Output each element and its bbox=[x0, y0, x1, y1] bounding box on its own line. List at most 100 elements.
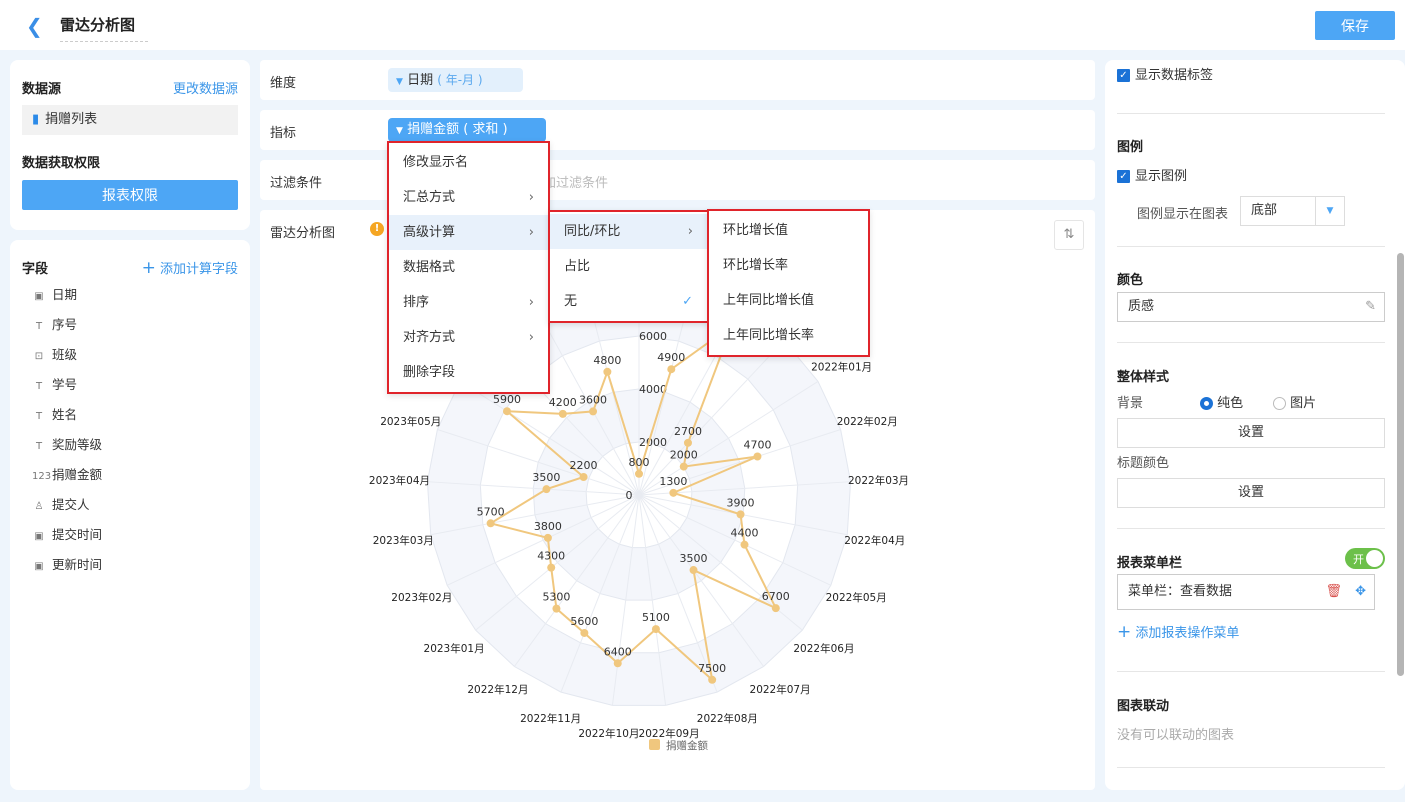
menu-item[interactable]: 对齐方式 › bbox=[389, 320, 548, 355]
field-item[interactable]: 123捐赠金额 bbox=[22, 460, 238, 490]
radar-spoke bbox=[459, 380, 640, 496]
radar-spoke bbox=[638, 494, 832, 586]
text-icon: T bbox=[35, 321, 43, 332]
data-point bbox=[689, 566, 698, 575]
back-icon[interactable]: ❮ bbox=[26, 14, 43, 38]
scrollbar[interactable] bbox=[1397, 253, 1404, 676]
radial-tick-label: 2000 bbox=[639, 436, 667, 449]
menu-item[interactable]: 高级计算 › bbox=[389, 215, 548, 250]
menu-item[interactable]: 修改显示名 bbox=[389, 145, 548, 180]
data-point bbox=[679, 462, 688, 471]
report-permission-button[interactable]: 报表权限 bbox=[22, 180, 238, 210]
background-set-button[interactable]: 设置 bbox=[1117, 418, 1385, 448]
data-point bbox=[547, 563, 556, 572]
menu-item[interactable]: 占比 bbox=[550, 249, 707, 284]
metric-pill[interactable]: ▼ 捐赠金额 ( 求和 ) bbox=[388, 118, 546, 142]
category-label: 2022年06月 bbox=[793, 642, 854, 655]
title-color-set-button[interactable]: 设置 bbox=[1117, 478, 1385, 508]
datasource-item[interactable]: ▮ 捐赠列表 bbox=[22, 105, 238, 135]
data-point bbox=[589, 407, 598, 416]
dimension-pill[interactable]: ▼ 日期 ( 年-月 ) bbox=[388, 68, 523, 92]
category-label: 2022年08月 bbox=[697, 712, 758, 725]
radar-spoke bbox=[437, 429, 640, 496]
radar-spoke bbox=[638, 380, 819, 496]
category-label: 2022年12月 bbox=[467, 683, 528, 696]
data-point bbox=[736, 510, 745, 519]
radio-image-label: 图片 bbox=[1290, 396, 1317, 411]
field-name: 学号 bbox=[52, 377, 78, 392]
field-item[interactable]: T 姓名 bbox=[22, 400, 238, 430]
data-label: 3800 bbox=[534, 520, 562, 533]
title-color-label: 标题颜色 bbox=[1117, 456, 1170, 471]
radar-spoke bbox=[638, 494, 718, 693]
text-icon: T bbox=[35, 381, 43, 392]
radar-spoke bbox=[638, 340, 785, 496]
field-item[interactable]: ♙ 提交人 bbox=[22, 490, 238, 520]
text-icon: T bbox=[35, 411, 43, 422]
menu-item-label: 高级计算 bbox=[403, 225, 456, 240]
menubar-toggle[interactable]: 开 bbox=[1345, 548, 1385, 569]
swap-axis-icon[interactable]: ⇅ bbox=[1054, 220, 1084, 250]
category-label: 2022年07月 bbox=[750, 683, 811, 696]
edit-icon[interactable]: ✎ bbox=[1365, 299, 1376, 314]
data-point bbox=[669, 488, 678, 497]
menu-item[interactable]: 排序 › bbox=[389, 285, 548, 320]
menu-item[interactable]: 汇总方式 › bbox=[389, 180, 548, 215]
data-label: 6700 bbox=[762, 590, 790, 603]
radio-image[interactable]: 图片 bbox=[1273, 392, 1316, 411]
field-item[interactable]: T 序号 bbox=[22, 310, 238, 340]
add-menu-label: 添加报表操作菜单 bbox=[1135, 626, 1240, 641]
field-item[interactable]: T 学号 bbox=[22, 370, 238, 400]
menu-item[interactable]: 删除字段 bbox=[389, 355, 548, 390]
field-item[interactable]: T 奖励等级 bbox=[22, 430, 238, 460]
menubar-item: 菜单栏：查看数据 🗑 ✥ bbox=[1117, 574, 1375, 610]
calendar-icon: ▣ bbox=[34, 291, 44, 302]
data-label: 2000 bbox=[670, 449, 698, 462]
page-title[interactable]: 雷达分析图 bbox=[60, 14, 148, 42]
legend-swatch bbox=[649, 739, 660, 750]
field-item[interactable]: ▣ 提交时间 bbox=[22, 520, 238, 550]
save-button[interactable]: 保存 bbox=[1315, 11, 1395, 40]
field-item[interactable]: ▣ 日期 bbox=[22, 280, 238, 310]
warning-icon[interactable]: ! bbox=[370, 222, 384, 236]
data-point bbox=[543, 533, 552, 542]
divider bbox=[1117, 113, 1385, 114]
category-label: 2023年03月 bbox=[373, 534, 434, 547]
field-item[interactable]: ▣ 更新时间 bbox=[22, 550, 238, 580]
show-data-labels-checkbox[interactable]: ✓ 显示数据标签 bbox=[1117, 64, 1385, 83]
linkage-title: 图表联动 bbox=[1117, 699, 1170, 714]
data-point bbox=[558, 409, 567, 418]
top-bar: ❮ 雷达分析图 保存 bbox=[0, 0, 1405, 50]
color-theme-field[interactable]: 质感 ✎ bbox=[1117, 292, 1385, 322]
plus-icon: + bbox=[141, 258, 156, 278]
data-point bbox=[771, 604, 780, 613]
move-icon[interactable]: ✥ bbox=[1355, 584, 1366, 599]
add-calc-field-button[interactable]: + 添加计算字段 bbox=[142, 258, 238, 278]
menu-item[interactable]: 上年同比增长率 bbox=[709, 318, 868, 353]
change-datasource-link[interactable]: 更改数据源 bbox=[172, 82, 238, 97]
menu-item[interactable]: 无 ✓ bbox=[550, 284, 707, 319]
menu-item[interactable]: 环比增长率 bbox=[709, 248, 868, 283]
trash-icon[interactable]: 🗑 bbox=[1325, 584, 1342, 599]
data-label: 3500 bbox=[680, 552, 708, 565]
number-icon: 123 bbox=[32, 471, 52, 482]
add-menu-button[interactable]: + 添加报表操作菜单 bbox=[1117, 622, 1239, 642]
menu-item[interactable]: 数据格式 bbox=[389, 250, 548, 285]
menu-item-label: 删除字段 bbox=[403, 365, 456, 380]
divider bbox=[1117, 342, 1385, 343]
data-point bbox=[603, 367, 612, 376]
radio-solid[interactable]: 纯色 bbox=[1200, 392, 1243, 411]
menu-item[interactable]: 同比/环比 › bbox=[550, 214, 707, 249]
field-item[interactable]: ⊡ 班级 bbox=[22, 340, 238, 370]
add-calc-field-label: 添加计算字段 bbox=[159, 262, 238, 277]
file-icon: ▮ bbox=[32, 112, 40, 127]
show-legend-checkbox[interactable]: ✓ 显示图例 bbox=[1117, 165, 1385, 184]
radio-selected-icon bbox=[1200, 397, 1213, 410]
chevron-right-icon: › bbox=[528, 330, 534, 345]
radar-spoke bbox=[446, 494, 640, 586]
legend-position-select[interactable]: 底部 ▼ bbox=[1240, 196, 1345, 226]
menu-item[interactable]: 上年同比增长值 bbox=[709, 283, 868, 318]
menu-item[interactable]: 环比增长值 bbox=[709, 213, 868, 248]
data-label: 4800 bbox=[593, 354, 621, 367]
field-name: 提交人 bbox=[52, 497, 90, 512]
